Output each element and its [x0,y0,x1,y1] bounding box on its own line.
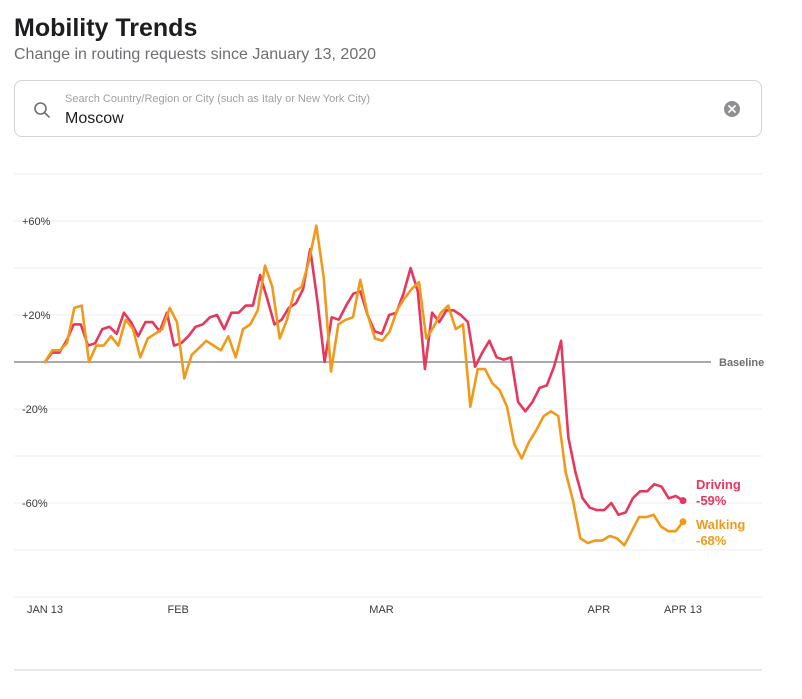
y-tick-label: -60% [22,498,48,510]
gridlines [14,173,762,598]
series-name-driving: Driving [696,477,741,492]
clear-icon[interactable] [723,100,741,118]
search-input[interactable]: Moscow [65,110,124,127]
x-tick-label: APR [588,604,611,616]
y-tick-label: +20% [22,310,51,322]
mobility-chart: Baseline +60% +20% -20% -60% JAN 13 FEB MAR AP… [14,173,764,671]
series-value-driving: -59% [696,493,727,508]
x-tick-label: APR 13 [664,604,702,616]
page-subtitle: Change in routing requests since January… [14,46,377,63]
page-title: Mobility Trends [14,14,198,42]
series-value-walking: -68% [696,533,727,548]
search-icon [34,102,50,118]
series-line-walking [43,224,685,547]
x-tick-label: FEB [168,604,189,616]
y-tick-label: -20% [22,404,48,416]
x-tick-label: MAR [369,604,394,616]
baseline-label: Baseline [719,357,764,369]
series-line-driving [43,247,685,517]
y-axis-ticks: +60% +20% -20% -60% [22,216,51,510]
x-tick-label: JAN 13 [27,604,63,616]
x-axis-ticks: JAN 13 FEB MAR APR APR 13 [27,604,702,616]
series-endpoint-driving [679,497,687,505]
search-placeholder: Search Country/Region or City (such as I… [65,93,371,105]
search-box[interactable]: Search Country/Region or City (such as I… [14,80,762,137]
series-endpoint-walking [679,518,687,526]
series-lines: Driving-59% Walking-68% [43,224,745,548]
y-tick-label: +60% [22,216,51,228]
series-name-walking: Walking [696,517,745,532]
